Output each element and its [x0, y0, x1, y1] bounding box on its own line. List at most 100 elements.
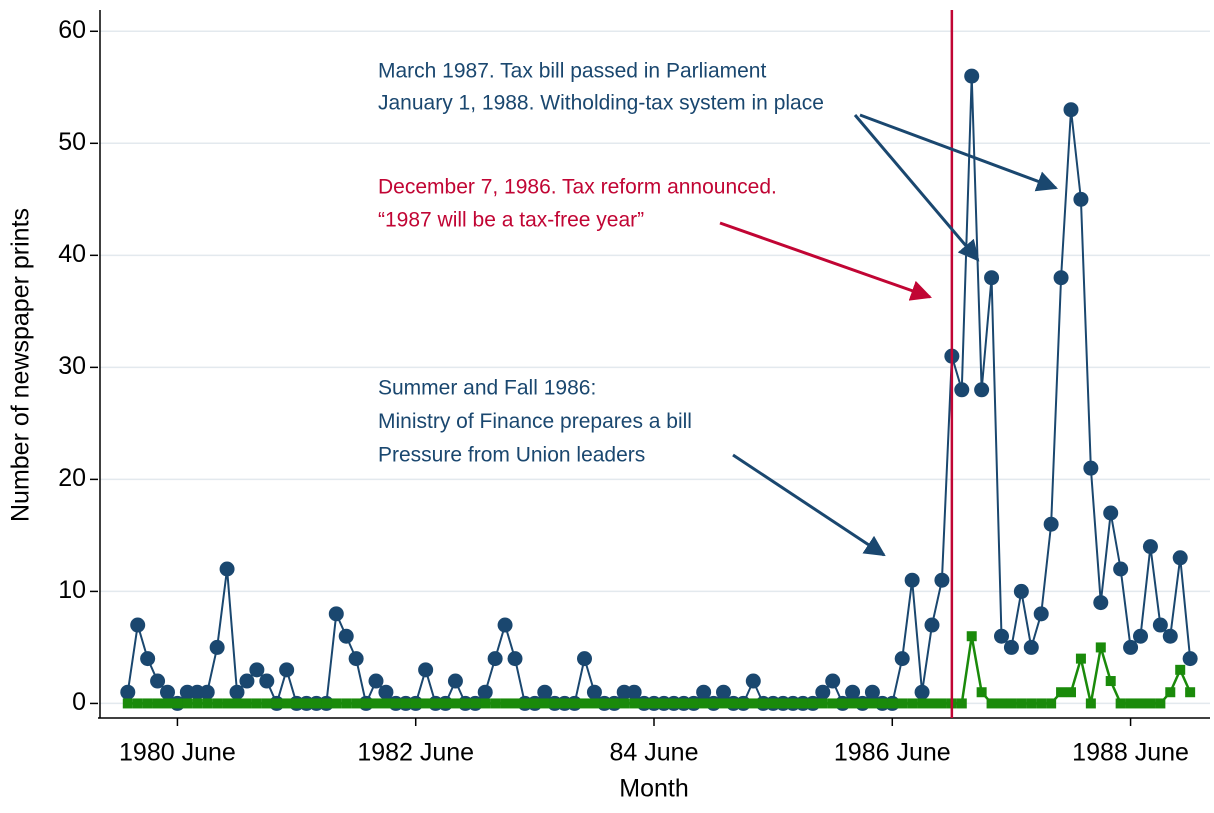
- point: [172, 698, 183, 709]
- point: [239, 673, 255, 689]
- point: [487, 651, 503, 667]
- point: [529, 698, 540, 709]
- point: [1056, 687, 1067, 698]
- point: [917, 698, 928, 709]
- point: [716, 684, 731, 700]
- point: [1162, 628, 1178, 644]
- point: [1185, 687, 1196, 698]
- point: [1145, 698, 1156, 709]
- point: [1115, 698, 1126, 709]
- point: [348, 651, 364, 667]
- point: [410, 698, 421, 709]
- point: [440, 698, 451, 709]
- point: [678, 698, 689, 709]
- point: [291, 698, 302, 709]
- point: [1046, 698, 1057, 709]
- y-tick-label: 20: [58, 464, 86, 492]
- point: [897, 698, 908, 709]
- x-tick-label: 84 June: [610, 739, 699, 767]
- point: [914, 684, 930, 700]
- point: [1036, 698, 1047, 709]
- point: [420, 698, 431, 709]
- point: [321, 698, 332, 709]
- point: [1182, 651, 1198, 667]
- point: [259, 673, 275, 689]
- point: [301, 698, 312, 709]
- point: [380, 698, 391, 709]
- point: [579, 698, 590, 709]
- point: [986, 698, 997, 709]
- point: [1093, 595, 1109, 611]
- point: [619, 698, 630, 709]
- point: [130, 617, 146, 633]
- point: [1075, 653, 1086, 664]
- point: [877, 698, 888, 709]
- annotation: March 1987. Tax bill passed in Parliamen…: [378, 60, 766, 83]
- x-axis-title: Month: [619, 775, 688, 803]
- annotation-arrow: [732, 453, 886, 557]
- point: [182, 698, 193, 709]
- point: [341, 698, 352, 709]
- point: [649, 698, 659, 709]
- point: [1083, 460, 1099, 476]
- point: [698, 698, 709, 709]
- point: [519, 698, 530, 709]
- x-tick-label: 1986 June: [834, 739, 951, 767]
- point: [1026, 698, 1037, 709]
- point: [1165, 687, 1176, 698]
- point: [1063, 102, 1079, 118]
- point: [1175, 664, 1186, 675]
- point: [887, 698, 898, 709]
- point: [192, 698, 203, 709]
- point: [152, 698, 163, 709]
- point: [500, 698, 511, 709]
- y-tick-label: 50: [58, 128, 86, 156]
- point: [966, 631, 977, 642]
- point: [510, 698, 520, 709]
- point: [996, 698, 1007, 709]
- point: [480, 698, 491, 709]
- point: [768, 698, 779, 709]
- point: [368, 673, 384, 689]
- point: [1135, 698, 1146, 709]
- point: [1006, 698, 1017, 709]
- point: [140, 651, 156, 667]
- point: [577, 651, 592, 667]
- point: [219, 561, 235, 577]
- point: [361, 698, 372, 709]
- point: [351, 698, 362, 709]
- point: [281, 698, 292, 709]
- point: [390, 698, 401, 709]
- point: [668, 698, 679, 709]
- point: [688, 698, 699, 709]
- point: [847, 698, 858, 709]
- point: [537, 684, 553, 700]
- point: [271, 698, 282, 709]
- point: [964, 68, 980, 84]
- point: [745, 673, 761, 689]
- point: [1103, 505, 1119, 521]
- point: [1123, 639, 1139, 655]
- point: [599, 698, 610, 709]
- point: [1155, 698, 1166, 709]
- point: [807, 698, 818, 709]
- x-tick-label: 1980 June: [119, 739, 236, 767]
- point: [569, 698, 580, 709]
- point: [1013, 583, 1029, 599]
- point: [539, 698, 550, 709]
- point: [249, 662, 265, 678]
- point: [626, 684, 642, 700]
- point: [1033, 606, 1049, 622]
- point: [378, 684, 394, 700]
- point: [696, 684, 712, 700]
- point: [748, 698, 759, 709]
- point: [507, 651, 523, 667]
- point: [202, 698, 213, 709]
- point: [251, 698, 262, 709]
- point: [209, 639, 225, 655]
- point: [927, 698, 937, 709]
- point: [708, 698, 719, 709]
- point: [718, 698, 729, 709]
